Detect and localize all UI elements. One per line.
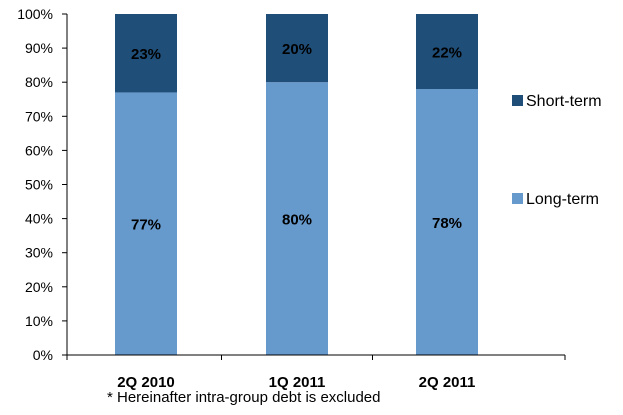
data-label: 78% — [432, 215, 462, 232]
bar-long-term — [115, 92, 177, 356]
y-tick-label: 30% — [25, 245, 53, 261]
x-axis: 2Q 2010 1Q 2011 2Q 2011 — [66, 354, 566, 391]
y-tick-label: 0% — [33, 347, 53, 363]
data-label: 80% — [282, 212, 312, 229]
footnote: * Hereinafter intra-group debt is exclud… — [107, 389, 381, 406]
x-tick-label: 2Q 2011 — [419, 374, 476, 391]
bar-short-term — [115, 14, 177, 93]
legend-swatch — [512, 95, 523, 106]
data-label: 23% — [131, 46, 161, 63]
legend-label: Long-term — [526, 191, 599, 208]
y-tick-label: 60% — [25, 142, 53, 158]
bar-short-term — [266, 14, 328, 83]
y-tick-label: 10% — [25, 313, 53, 329]
legend-label: Short-term — [526, 93, 602, 110]
legend: Short-term Long-term — [512, 93, 602, 208]
data-label: 77% — [131, 217, 161, 234]
legend-swatch — [512, 193, 523, 204]
y-tick-label: 50% — [25, 177, 53, 193]
y-tick-label: 20% — [25, 279, 53, 295]
bar-long-term — [416, 89, 478, 356]
y-tick-label: 80% — [25, 74, 53, 90]
data-label: 20% — [282, 41, 312, 58]
x-tick-label: 1Q 2011 — [269, 374, 326, 391]
y-axis: 0% 10% 20% 30% 40% 50% 60% 70% 80% 90% 100% — [17, 6, 68, 363]
y-tick-label: 100% — [17, 6, 53, 22]
x-tick-label: 2Q 2010 — [117, 374, 175, 391]
y-tick-label: 70% — [25, 108, 53, 124]
bars: 77% 23% 80% 20% 78% 22% — [115, 14, 478, 356]
y-tick-label: 90% — [25, 40, 53, 56]
data-label: 22% — [432, 45, 462, 62]
bar-short-term — [416, 14, 478, 90]
y-tick-label: 40% — [25, 211, 53, 227]
bar-long-term — [266, 82, 328, 355]
